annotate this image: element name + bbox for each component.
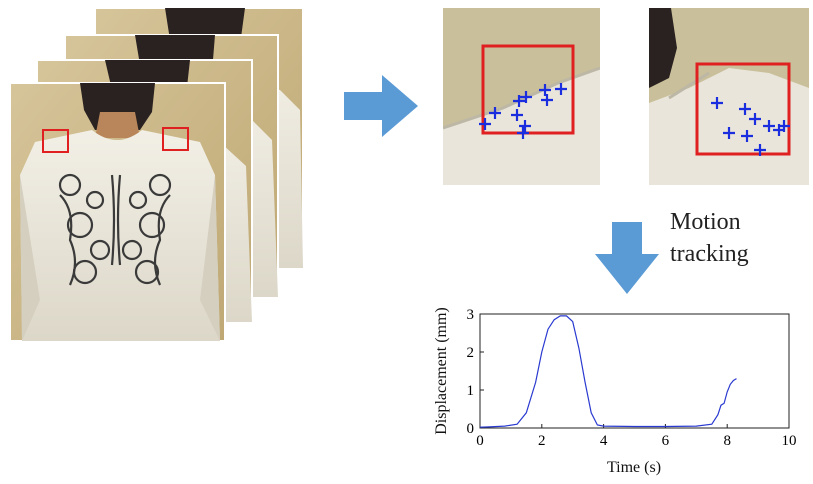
y-axis-ticks: 0 1 2 3 (467, 307, 484, 437)
arrow-down-icon (595, 222, 659, 294)
tracking-markers (479, 83, 567, 139)
roi-box-left (42, 129, 69, 153)
x-tick-label: 10 (782, 433, 797, 449)
x-axis-label: Time (s) (607, 459, 661, 476)
caption-line-2: tracking (670, 241, 749, 267)
tracking-markers (711, 97, 790, 156)
x-axis-ticks: 0 2 4 6 8 10 (476, 424, 797, 449)
motion-tracking-caption: Motion tracking (670, 206, 810, 270)
roi-box-right (162, 127, 189, 151)
zoomed-patch-left-shoulder (443, 8, 600, 185)
video-frame-1 (9, 82, 226, 342)
y-tick-label: 0 (467, 421, 475, 437)
caption-line-1: Motion (670, 209, 741, 235)
embroidery-pattern (58, 173, 172, 286)
arrow-right-icon (344, 75, 418, 137)
y-tick-label: 1 (467, 383, 475, 399)
zoomed-patch-right-shoulder (649, 8, 809, 185)
plot-frame (479, 313, 790, 429)
x-tick-label: 2 (538, 433, 546, 449)
x-tick-label: 4 (600, 433, 608, 449)
y-axis-label: Displacement (mm) (433, 307, 450, 435)
x-tick-label: 6 (662, 433, 670, 449)
series-line (479, 315, 737, 428)
displacement-chart: 0 1 2 3 0 2 4 6 8 10 Time (s) Displacement (mm) (433, 307, 797, 476)
roi-box (695, 62, 791, 156)
y-tick-label: 2 (467, 345, 475, 361)
x-tick-label: 8 (723, 433, 731, 449)
x-tick-label: 0 (476, 433, 484, 449)
y-tick-label: 3 (467, 307, 475, 323)
video-frame-stack (9, 7, 304, 342)
